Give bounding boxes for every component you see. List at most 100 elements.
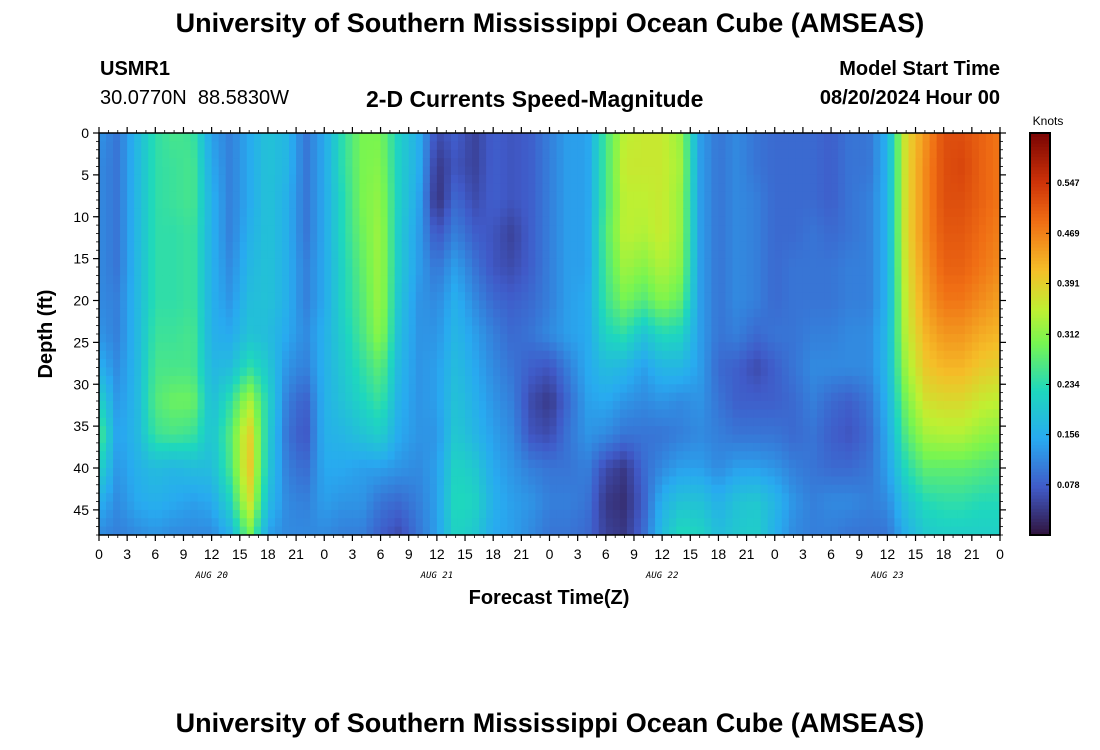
heatmap-cell bbox=[380, 526, 389, 535]
heatmap-cell bbox=[802, 434, 811, 444]
heatmap-cell bbox=[669, 225, 677, 235]
heatmap-cell bbox=[218, 233, 227, 243]
heatmap-cell bbox=[394, 459, 403, 469]
heatmap-cell bbox=[556, 401, 565, 410]
heatmap-cell bbox=[422, 451, 431, 461]
heatmap-cell bbox=[549, 149, 558, 159]
heatmap-cell bbox=[450, 518, 459, 528]
heatmap-cell bbox=[253, 183, 262, 193]
heatmap-cell bbox=[556, 426, 565, 436]
heatmap-cell bbox=[197, 200, 206, 209]
heatmap-cell bbox=[542, 200, 551, 209]
heatmap-cell bbox=[690, 426, 698, 436]
heatmap-cell bbox=[197, 317, 206, 327]
heatmap-cell bbox=[746, 375, 755, 385]
heatmap-cell bbox=[450, 334, 459, 343]
heatmap-cell bbox=[317, 342, 325, 352]
heatmap-cell bbox=[331, 233, 339, 243]
heatmap-cell bbox=[739, 225, 748, 235]
heatmap-cell bbox=[563, 518, 572, 528]
heatmap-cell bbox=[556, 526, 565, 535]
heatmap-cell bbox=[774, 275, 783, 285]
heatmap-cell bbox=[598, 384, 607, 394]
heatmap-cell bbox=[169, 275, 178, 285]
heatmap-cell bbox=[457, 233, 466, 243]
heatmap-cell bbox=[802, 317, 811, 327]
heatmap-cell bbox=[549, 233, 558, 243]
heatmap-cell bbox=[824, 292, 832, 302]
heatmap-cell bbox=[809, 401, 818, 410]
heatmap-cell bbox=[373, 200, 382, 209]
heatmap-cell bbox=[486, 401, 494, 410]
heatmap-cell bbox=[563, 409, 572, 419]
heatmap-cell bbox=[183, 334, 192, 343]
heatmap-cell bbox=[401, 149, 410, 159]
heatmap-cell bbox=[486, 417, 494, 427]
heatmap-cell bbox=[443, 225, 452, 235]
heatmap-cell bbox=[542, 493, 551, 503]
heatmap-cell bbox=[183, 141, 192, 151]
heatmap-cell bbox=[633, 359, 642, 369]
heatmap-cell bbox=[183, 342, 192, 352]
heatmap-cell bbox=[507, 493, 515, 503]
heatmap-cell bbox=[310, 334, 318, 343]
heatmap-cell bbox=[605, 158, 614, 168]
heatmap-cell bbox=[704, 275, 712, 285]
heatmap-cell bbox=[134, 300, 142, 310]
heatmap-cell bbox=[563, 334, 572, 343]
heatmap-cell bbox=[239, 258, 248, 268]
heatmap-cell bbox=[310, 526, 318, 535]
heatmap-cell bbox=[127, 275, 135, 285]
heatmap-cell bbox=[310, 367, 318, 377]
heatmap-cell bbox=[788, 342, 797, 352]
heatmap-cell bbox=[260, 493, 269, 503]
heatmap-cell bbox=[795, 509, 804, 519]
heatmap-cell bbox=[824, 392, 832, 402]
heatmap-cell bbox=[605, 241, 614, 251]
heatmap-cell bbox=[99, 133, 107, 142]
heatmap-cell bbox=[816, 275, 825, 285]
heatmap-cell bbox=[669, 325, 677, 335]
heatmap-cell bbox=[528, 442, 537, 452]
heatmap-cell bbox=[669, 308, 677, 318]
heatmap-cell bbox=[197, 241, 206, 251]
heatmap-cell bbox=[303, 300, 311, 310]
heatmap-cell bbox=[598, 216, 607, 226]
heatmap-cell bbox=[359, 409, 368, 419]
heatmap-cell bbox=[394, 484, 403, 494]
heatmap-cell bbox=[767, 392, 776, 402]
heatmap-cell bbox=[795, 342, 804, 352]
heatmap-cell bbox=[436, 183, 445, 193]
heatmap-cell bbox=[563, 384, 572, 394]
heatmap-cell bbox=[690, 367, 698, 377]
heatmap-cell bbox=[725, 459, 734, 469]
heatmap-cell bbox=[669, 442, 677, 452]
heatmap-cell bbox=[725, 308, 734, 318]
heatmap-cell bbox=[401, 409, 410, 419]
heatmap-cell bbox=[535, 526, 544, 535]
heatmap-cell bbox=[176, 401, 185, 410]
heatmap-cell bbox=[352, 367, 361, 377]
heatmap-cell bbox=[197, 292, 206, 302]
heatmap-cell bbox=[443, 158, 452, 168]
heatmap-cell bbox=[436, 292, 445, 302]
heatmap-cell bbox=[493, 216, 501, 226]
heatmap-cell bbox=[493, 375, 501, 385]
heatmap-cell bbox=[296, 350, 304, 360]
heatmap-cell bbox=[655, 375, 663, 385]
heatmap-cell bbox=[577, 493, 586, 503]
heatmap-cell bbox=[331, 459, 339, 469]
heatmap-cell bbox=[422, 334, 431, 343]
heatmap-cell bbox=[472, 300, 480, 310]
heatmap-cell bbox=[556, 208, 565, 218]
heatmap-cell bbox=[605, 208, 614, 218]
heatmap-cell bbox=[394, 442, 403, 452]
heatmap-cell bbox=[162, 350, 170, 360]
heatmap-cell bbox=[436, 133, 445, 142]
heatmap-cell bbox=[373, 426, 382, 436]
heatmap-cell bbox=[767, 350, 776, 360]
heatmap-cell bbox=[211, 258, 220, 268]
heatmap-cell bbox=[479, 225, 487, 235]
heatmap-cell bbox=[310, 384, 318, 394]
heatmap-cell bbox=[612, 183, 621, 193]
